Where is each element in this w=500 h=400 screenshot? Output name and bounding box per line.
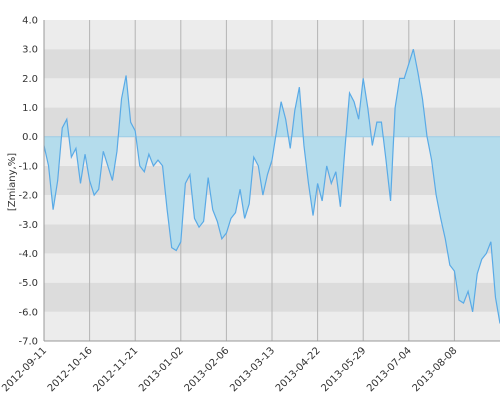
y-tick-label: -2.0 — [18, 191, 38, 202]
x-tick-label: 2013-05-29 — [319, 345, 368, 394]
y-tick-label: 3.0 — [22, 45, 38, 56]
x-tick-label: 2013-02-06 — [183, 345, 232, 394]
x-tick-label: 2012-10-16 — [46, 345, 95, 394]
y-tick-label: 0.0 — [22, 132, 38, 143]
y-tick-label: -5.0 — [18, 278, 38, 289]
x-tick-label: 2012-11-21 — [91, 345, 140, 394]
y-tick-label: 2.0 — [22, 74, 38, 85]
y-tick-label: -6.0 — [18, 307, 38, 318]
x-tick-label: 2013-07-04 — [365, 345, 414, 394]
x-tick-label: 2013-08-08 — [411, 345, 460, 394]
x-tick-label: 2013-03-13 — [228, 345, 277, 394]
y-tick-label: 1.0 — [22, 103, 38, 114]
y-tick-label: -4.0 — [18, 249, 38, 260]
x-tick-label: 2012-09-11 — [0, 345, 49, 394]
y-axis-label: [Zmiany,%] — [7, 153, 18, 211]
y-tick-label: 4.0 — [22, 16, 38, 27]
y-tick-label: -3.0 — [18, 220, 38, 231]
y-tick-label: -1.0 — [18, 161, 38, 172]
y-tick-label: -7.0 — [18, 337, 38, 348]
x-tick-label: 2013-01-02 — [137, 345, 186, 394]
line — [43, 49, 500, 324]
x-tick-label: 2013-04-22 — [274, 345, 323, 394]
